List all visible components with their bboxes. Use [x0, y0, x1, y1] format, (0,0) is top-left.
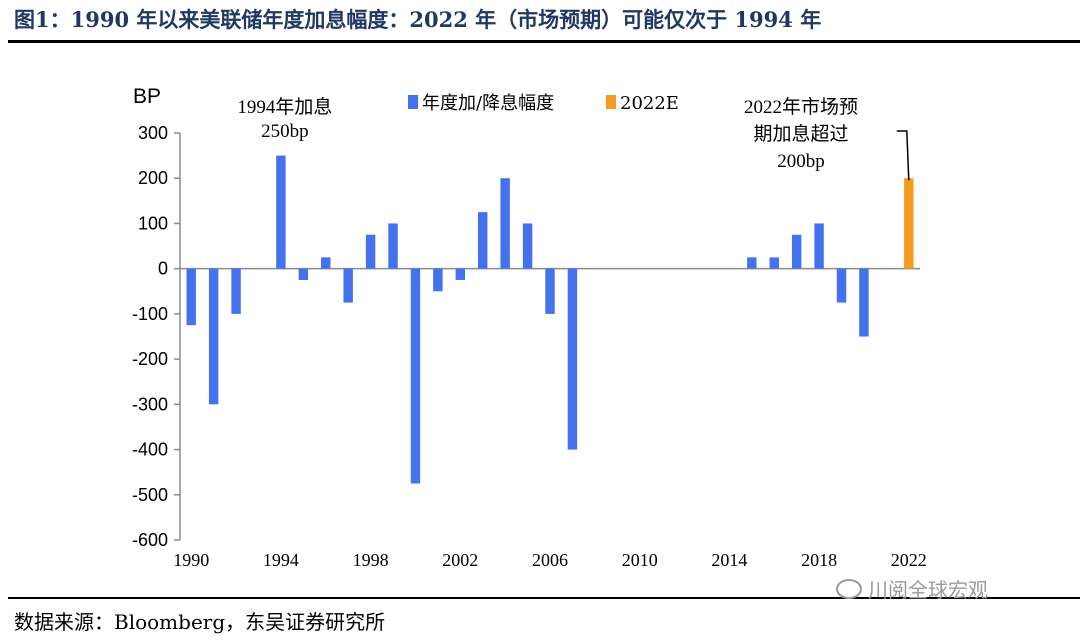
bar-annual-change [231, 268, 241, 314]
watermark-text: 川阅全球宏观 [868, 578, 988, 602]
bar-annual-change [298, 268, 309, 280]
bar-annual-change [410, 268, 421, 484]
x-tick-label: 2018 [801, 550, 837, 570]
x-tick-label: 1994 [263, 550, 299, 570]
bar-annual-change [455, 268, 466, 280]
bar-annual-change [365, 234, 376, 269]
annotation-1994: 1994年加息 [237, 96, 332, 118]
bar-annual-change [814, 223, 824, 269]
annotation-2022: 200bp [777, 151, 825, 172]
bar-annual-change [388, 223, 398, 269]
y-tick-label: -200 [132, 349, 168, 369]
bar-annual-change [859, 268, 869, 337]
annotation-2022-leader [896, 130, 910, 181]
legend-swatch [408, 95, 418, 109]
bar-annual-change [343, 268, 353, 303]
x-tick-label: 1990 [173, 550, 209, 570]
x-tick-label: 2002 [442, 550, 478, 570]
y-tick-label: 100 [138, 213, 168, 233]
annotation-2022: 2022年市场预 [744, 96, 858, 118]
bar-annual-change [567, 268, 578, 450]
x-tick-label: 2014 [711, 550, 747, 570]
legend-swatch [606, 95, 616, 109]
y-tick-label: -500 [132, 485, 168, 505]
bar-annual-change [500, 178, 510, 269]
x-tick-label: 2006 [532, 550, 568, 570]
y-tick-label: -100 [132, 304, 168, 324]
source-note: 数据来源：Bloomberg，东吴证券研究所 [14, 610, 386, 634]
bar-annual-change [836, 268, 847, 303]
legend-label: 年度加/降息幅度 [422, 93, 554, 114]
y-tick-label: -400 [132, 440, 168, 460]
bar-annual-change [791, 234, 802, 269]
bar-annual-change [769, 257, 779, 269]
bar-annual-change [478, 212, 488, 269]
x-tick-label: 2022 [891, 550, 927, 570]
bar-annual-change [747, 257, 757, 269]
y-tick-label: -300 [132, 394, 168, 414]
y-tick-label: 200 [138, 168, 168, 188]
watermark: 川阅全球宏观 [836, 574, 988, 603]
y-tick-label: 300 [138, 123, 168, 143]
bar-chart: 300 200 100 0 -100 -200 -300 -400 -500 -600 BP 1990… [132, 85, 927, 570]
title-rule [8, 40, 1080, 43]
bar-annual-change [276, 155, 286, 269]
bar-annual-change [186, 268, 196, 326]
bar-annual-change [433, 268, 443, 292]
annotation-2022: 期加息超过 [753, 123, 848, 145]
wechat-icon [836, 578, 862, 599]
bar-2022e [904, 178, 914, 269]
bar-annual-change [321, 257, 331, 269]
source-rule [8, 597, 1080, 599]
annotation-1994: 250bp [261, 121, 309, 142]
figure-title: 图1：1990 年以来美联储年度加息幅度：2022 年（市场预期）可能仅次于 1… [14, 7, 822, 32]
x-tick-label: 2010 [622, 550, 658, 570]
x-tick-label: 1998 [353, 550, 389, 570]
bar-annual-change [545, 268, 555, 314]
y-tick-label: -600 [132, 530, 168, 550]
legend-label: 2022E [620, 93, 679, 114]
bar-annual-change [208, 268, 219, 405]
y-tick-label: 0 [158, 259, 168, 279]
bar-annual-change [522, 223, 533, 269]
y-axis-title: BP [133, 85, 161, 108]
